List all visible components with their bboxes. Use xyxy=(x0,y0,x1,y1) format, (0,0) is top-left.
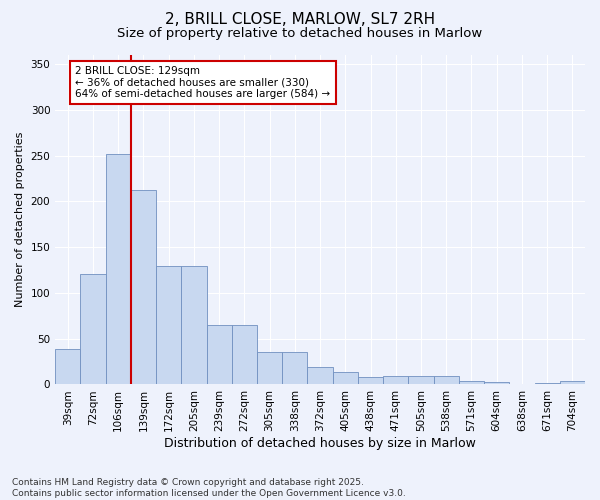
Text: 2 BRILL CLOSE: 129sqm
← 36% of detached houses are smaller (330)
64% of semi-det: 2 BRILL CLOSE: 129sqm ← 36% of detached … xyxy=(76,66,331,99)
Bar xyxy=(358,377,383,384)
Bar xyxy=(257,352,282,384)
Bar xyxy=(409,376,434,384)
Bar xyxy=(282,352,307,384)
Bar xyxy=(484,382,509,384)
Bar xyxy=(307,367,332,384)
Bar xyxy=(181,266,206,384)
Bar xyxy=(80,274,106,384)
Bar xyxy=(106,154,131,384)
X-axis label: Distribution of detached houses by size in Marlow: Distribution of detached houses by size … xyxy=(164,437,476,450)
Bar xyxy=(383,376,409,384)
Bar xyxy=(156,266,181,384)
Text: Contains HM Land Registry data © Crown copyright and database right 2025.
Contai: Contains HM Land Registry data © Crown c… xyxy=(12,478,406,498)
Bar xyxy=(434,376,459,384)
Text: 2, BRILL CLOSE, MARLOW, SL7 2RH: 2, BRILL CLOSE, MARLOW, SL7 2RH xyxy=(165,12,435,28)
Bar xyxy=(131,190,156,384)
Bar xyxy=(459,381,484,384)
Bar xyxy=(535,382,560,384)
Bar xyxy=(560,381,585,384)
Bar xyxy=(206,325,232,384)
Y-axis label: Number of detached properties: Number of detached properties xyxy=(15,132,25,308)
Bar xyxy=(232,325,257,384)
Text: Size of property relative to detached houses in Marlow: Size of property relative to detached ho… xyxy=(118,28,482,40)
Bar xyxy=(332,372,358,384)
Bar xyxy=(55,349,80,384)
